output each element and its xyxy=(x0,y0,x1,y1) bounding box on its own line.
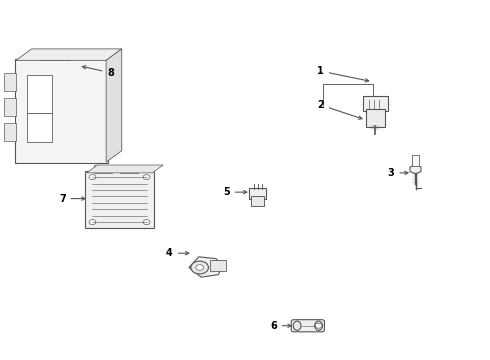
Text: 2: 2 xyxy=(317,100,362,119)
FancyBboxPatch shape xyxy=(249,188,267,199)
Ellipse shape xyxy=(315,321,322,330)
Text: 7: 7 xyxy=(59,194,85,203)
Circle shape xyxy=(196,265,203,270)
Polygon shape xyxy=(16,49,122,60)
Text: 3: 3 xyxy=(388,168,408,178)
FancyBboxPatch shape xyxy=(27,113,51,142)
Circle shape xyxy=(191,261,208,274)
Polygon shape xyxy=(189,257,223,277)
Text: 1: 1 xyxy=(317,66,368,82)
Bar xyxy=(94,165,113,173)
FancyBboxPatch shape xyxy=(15,59,108,163)
Circle shape xyxy=(143,175,150,180)
FancyBboxPatch shape xyxy=(363,96,388,111)
FancyBboxPatch shape xyxy=(251,196,265,206)
Bar xyxy=(4,123,16,141)
Text: 4: 4 xyxy=(166,248,189,258)
FancyBboxPatch shape xyxy=(27,75,51,113)
Polygon shape xyxy=(106,49,122,162)
Circle shape xyxy=(315,323,322,328)
Bar xyxy=(4,98,16,116)
Circle shape xyxy=(143,220,150,225)
Bar xyxy=(120,165,138,173)
FancyBboxPatch shape xyxy=(366,109,385,127)
FancyBboxPatch shape xyxy=(85,171,154,228)
Text: 5: 5 xyxy=(223,187,247,197)
Bar xyxy=(40,53,70,60)
FancyBboxPatch shape xyxy=(210,260,226,271)
Text: 8: 8 xyxy=(82,66,115,78)
Text: 6: 6 xyxy=(270,321,291,331)
Polygon shape xyxy=(87,165,163,173)
Circle shape xyxy=(89,220,96,225)
Circle shape xyxy=(89,175,96,180)
FancyBboxPatch shape xyxy=(291,320,324,332)
Bar xyxy=(4,73,16,91)
FancyBboxPatch shape xyxy=(412,155,419,166)
Ellipse shape xyxy=(293,321,301,330)
